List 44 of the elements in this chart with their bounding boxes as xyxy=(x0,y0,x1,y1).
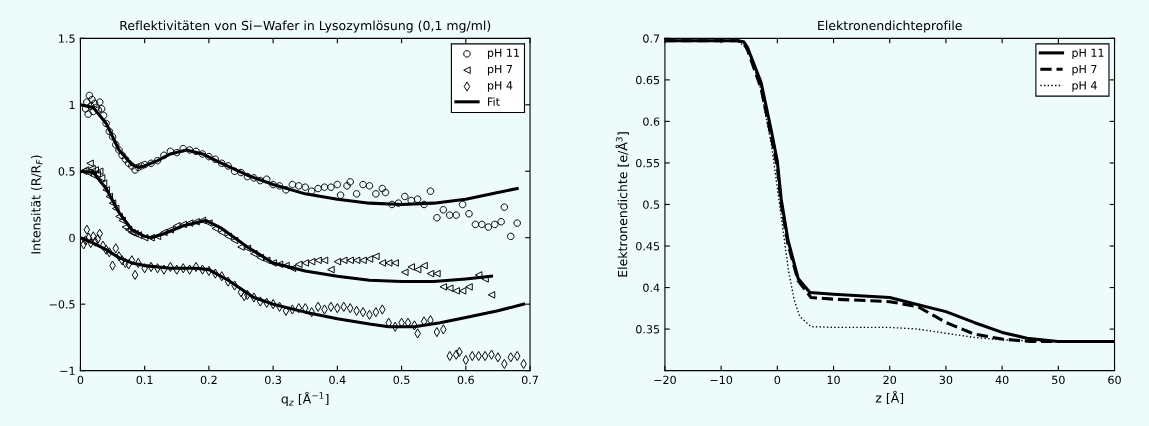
x-tick-label: 0.1 xyxy=(136,375,153,385)
y-tick-label: 0 xyxy=(69,233,75,243)
x-tick-label: 0.4 xyxy=(329,375,346,385)
x-tick-label: 0 xyxy=(774,375,781,385)
legend-label: pH 4 xyxy=(487,81,513,92)
y-tick-label: 0.4 xyxy=(643,283,660,292)
x-tick-label: 50 xyxy=(1052,375,1065,385)
y-tick-label: 0.5 xyxy=(643,200,660,209)
x-tick-label: 0.5 xyxy=(393,375,410,385)
x-tick-label: 10 xyxy=(827,375,840,385)
x-tick-label: 0.2 xyxy=(200,375,217,385)
y-axis-title: Intensität (R/R$_{F}$) xyxy=(30,155,43,254)
y-tick-label: 0.45 xyxy=(636,241,660,251)
x-tick-label: −10 xyxy=(710,375,733,385)
y-tick-label: −0.5 xyxy=(49,300,75,309)
x-axis-title: z [Å] xyxy=(875,390,904,405)
y-tick-label: 0.55 xyxy=(636,158,660,168)
x-tick-label: 0.7 xyxy=(521,375,538,385)
x-tick-label: −20 xyxy=(654,375,676,385)
y-tick-label: 0.5 xyxy=(58,167,75,176)
x-tick-label: 30 xyxy=(939,375,953,385)
x-tick-label: 20 xyxy=(883,375,897,385)
chart-title: Reflektivitäten von Si−Wafer in Lysozymlösung (0,1 mg/ml) xyxy=(120,20,491,33)
x-tick-label: 60 xyxy=(1108,375,1121,385)
legend-label: pH 7 xyxy=(487,64,513,76)
y-tick-label: 0.7 xyxy=(643,34,660,43)
y-tick-label: 0.65 xyxy=(636,75,660,85)
x-tick-label: 0.6 xyxy=(457,375,474,385)
chart-title: Elektronendichteprofile xyxy=(818,20,962,33)
legend-label: pH 11 xyxy=(487,48,520,60)
y-tick-label: −1 xyxy=(60,366,75,375)
y-axis-title: Elektronendichte [e/Å$^{3}$] xyxy=(615,132,629,277)
y-tick-label: 0.35 xyxy=(636,325,660,334)
x-axis-title: q$_{z}$ [Å$^{−1}$] xyxy=(281,391,329,406)
y-tick-label: 1 xyxy=(69,100,75,110)
legend-label: Fit xyxy=(488,97,500,106)
x-tick-label: 0.3 xyxy=(265,375,282,385)
x-tick-label: 0 xyxy=(77,375,84,385)
x-tick-label: 40 xyxy=(995,375,1009,385)
legend-label: pH 7 xyxy=(1072,64,1097,76)
y-tick-label: 1.5 xyxy=(59,34,75,43)
y-tick-label: 0.6 xyxy=(643,117,660,126)
legend-label: pH 11 xyxy=(1072,48,1104,60)
legend-label: pH 4 xyxy=(1072,81,1097,92)
